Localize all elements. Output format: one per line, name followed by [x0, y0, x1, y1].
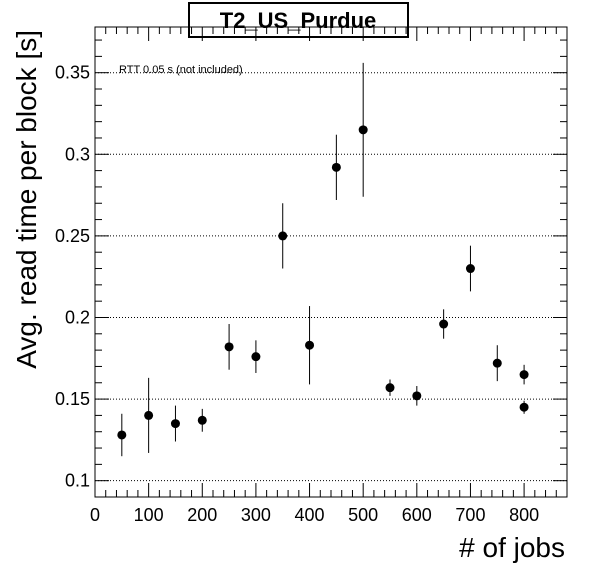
data-point: [197, 415, 207, 425]
y-tick-label: 0.3: [65, 144, 90, 164]
plot-frame: [94, 26, 568, 498]
rtt-annotation: RTT 0.05 s (not included): [119, 64, 243, 76]
x-axis-title: # of jobs: [459, 532, 565, 563]
x-tick-label: 0: [90, 505, 100, 525]
y-tick-label: 0.1: [65, 471, 90, 491]
data-point: [465, 264, 475, 274]
x-tick-label: 700: [455, 505, 485, 525]
x-tick-label: 600: [402, 505, 432, 525]
data-point: [358, 125, 368, 135]
data-point: [144, 410, 154, 420]
grid-layer: [95, 72, 567, 482]
x-tick-label: 800: [509, 505, 539, 525]
x-tick-label: 200: [187, 505, 217, 525]
data-layer: [117, 62, 529, 457]
data-point: [170, 419, 180, 429]
y-tick-label: 0.2: [65, 307, 90, 327]
data-point: [331, 162, 341, 172]
y-tick-label: 0.15: [55, 389, 90, 409]
tick-layer: [94, 27, 568, 498]
data-point: [385, 383, 395, 393]
x-tick-label: 100: [134, 505, 164, 525]
x-tick-label: 400: [295, 505, 325, 525]
chart-title: T2_US_Purdue: [220, 8, 377, 33]
y-axis-title: Avg. read time per block [s]: [11, 30, 42, 369]
y-tick-label: 0.35: [55, 63, 90, 83]
data-point: [492, 358, 502, 368]
data-point: [278, 231, 288, 241]
x-tick-label: 300: [241, 505, 271, 525]
data-point: [439, 319, 449, 329]
y-tick-label: 0.25: [55, 226, 90, 246]
data-point: [117, 430, 127, 440]
data-point: [305, 340, 315, 350]
data-point: [519, 370, 529, 380]
data-point: [412, 391, 422, 401]
data-point: [519, 402, 529, 412]
data-point: [251, 352, 261, 362]
data-point: [224, 342, 234, 352]
tick-label-layer: 0.1 0.15 0.2 0.25 0.3 0.35 0 100 200 300 400 500 600…: [55, 63, 539, 525]
x-tick-label: 500: [348, 505, 378, 525]
